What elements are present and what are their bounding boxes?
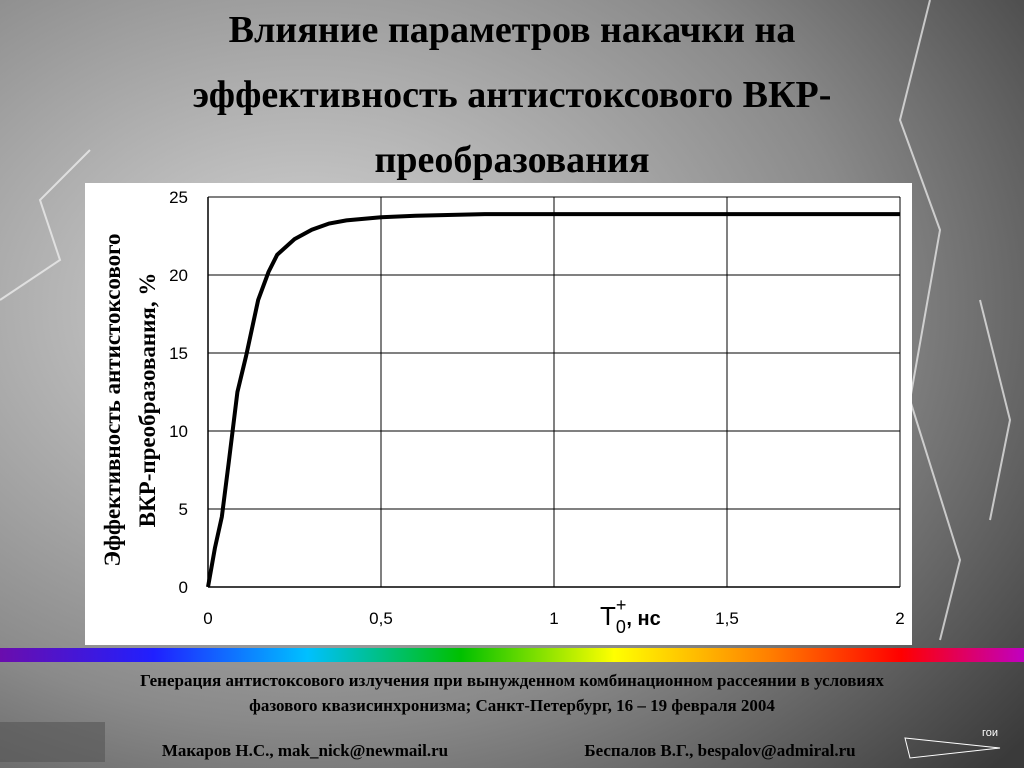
y-tick-label: 20 — [169, 266, 188, 285]
x-axis-label-part: 0 — [616, 617, 626, 637]
x-tick-label: 1,5 — [715, 609, 739, 628]
author: Макаров Н.С., mak_nick@newmail.ru — [162, 741, 448, 760]
x-tick-label: 1 — [549, 609, 558, 628]
y-tick-label: 25 — [169, 188, 188, 207]
author: Беспалов В.Г., bespalov@admiral.ru — [584, 741, 855, 760]
conference-line: фазового квазисинхронизма; Санкт-Петербу… — [249, 696, 775, 715]
x-axis-label-part: T — [600, 601, 616, 631]
x-axis-label-part: , нс — [626, 608, 660, 630]
y-tick-label: 15 — [169, 344, 188, 363]
title-line: Влияние параметров накачки на — [229, 9, 796, 51]
x-tick-label: 0 — [203, 609, 212, 628]
y-tick-label: 5 — [179, 500, 188, 519]
y-tick-label: 10 — [169, 422, 188, 441]
logo-shape — [904, 737, 1001, 759]
title-line: эффективность антистоксового ВКР- — [193, 74, 832, 116]
logo-text: гои — [982, 727, 998, 739]
x-tick-label: 2 — [895, 609, 904, 628]
x-tick-label: 0,5 — [369, 609, 393, 628]
y-axis-label: Эффективность антистоксового — [100, 234, 125, 567]
rainbow-bar — [0, 648, 1024, 662]
title-line: преобразования — [375, 139, 650, 181]
building-image — [0, 722, 105, 762]
conference-line: Генерация антистоксового излучения при в… — [140, 671, 884, 690]
data-line — [206, 212, 900, 588]
title: Влияние параметров накачки на эффективнос… — [193, 9, 832, 181]
y-tick-label: 0 — [179, 578, 188, 597]
chart-panel — [85, 183, 912, 645]
lightning — [0, 0, 1010, 640]
footer: Генерация антистоксового излучения при в… — [140, 671, 884, 760]
y-axis-label: ВКР-преобразования, % — [135, 273, 160, 528]
x-axis-label: T0+, нс — [600, 595, 661, 637]
chart: 0 5 10 15 20 25 0 0,5 1 1,5 2 Эффективность антисто… — [100, 188, 905, 637]
x-axis-label-part: + — [616, 595, 627, 615]
